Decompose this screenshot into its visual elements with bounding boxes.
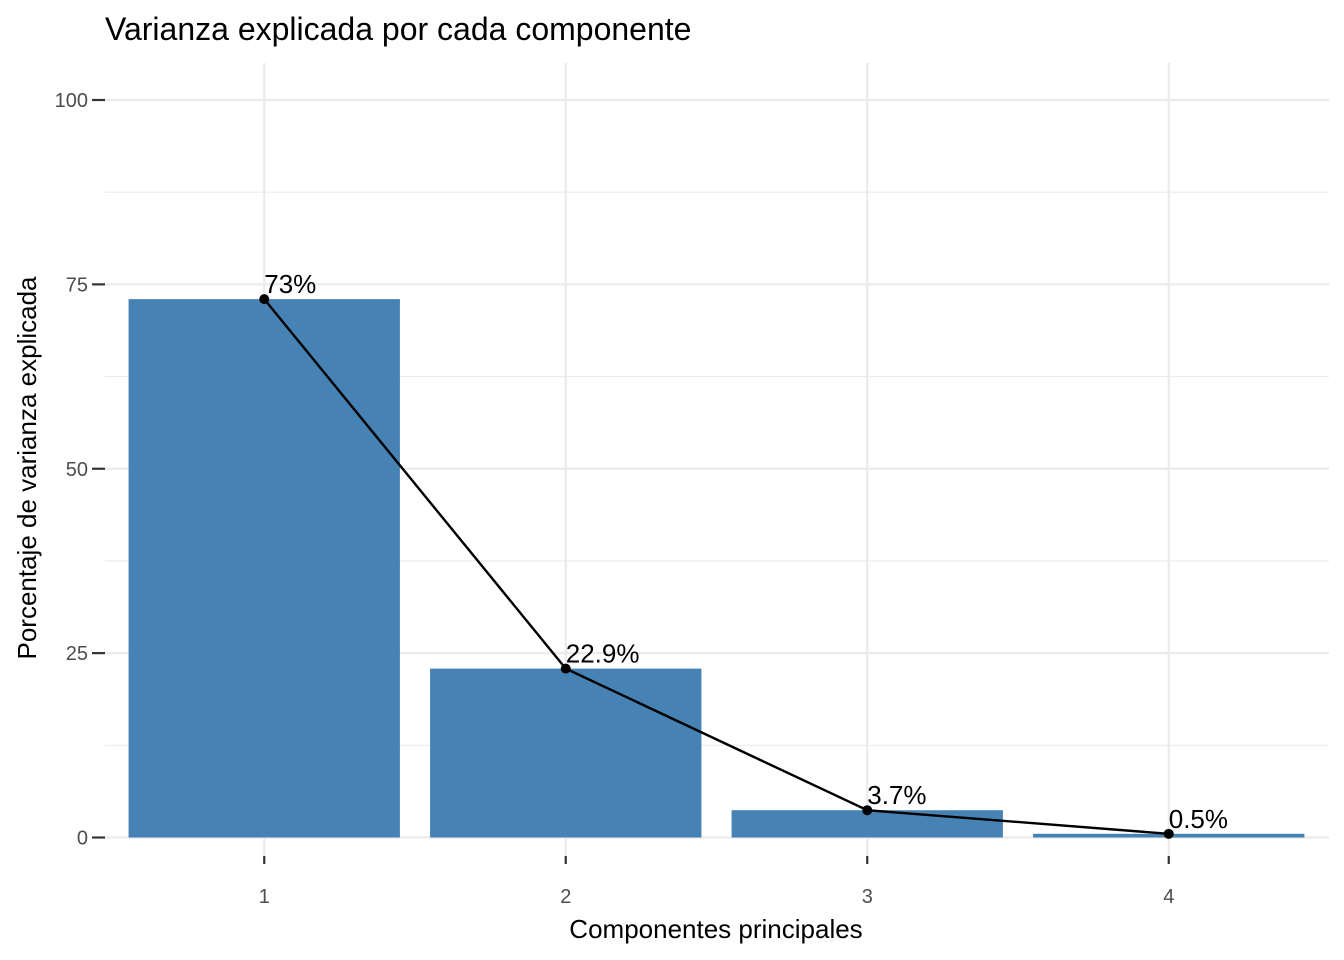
line-overlay [259, 294, 1174, 839]
series-line [263, 298, 1169, 836]
point-1 [259, 294, 270, 305]
data-label-2: 22.9% [566, 639, 640, 669]
point-4 [1163, 828, 1174, 839]
chart-title: Varianza explicada por cada componente [105, 11, 691, 47]
y-tick-label: 25 [66, 643, 88, 665]
x-axis: 1 2 3 4 [259, 856, 1174, 908]
data-label-4: 0.5% [1169, 804, 1228, 834]
bar-1 [128, 299, 400, 838]
point-3 [862, 805, 873, 816]
point-2 [560, 663, 571, 674]
data-label-1: 73% [264, 269, 316, 299]
data-label-3: 3.7% [867, 780, 926, 810]
x-tick-label: 3 [862, 886, 873, 908]
y-tick-label: 50 [66, 459, 88, 481]
x-tick-label: 1 [259, 886, 270, 908]
y-axis-title: Porcentaje de varianza explicada [12, 276, 42, 660]
bar-2 [430, 668, 702, 838]
y-tick-label: 0 [77, 828, 88, 850]
y-tick-label: 75 [66, 274, 88, 296]
x-tick-label: 2 [560, 886, 571, 908]
y-axis: 0 25 50 75 100 [55, 90, 105, 850]
y-tick-label: 100 [55, 90, 88, 112]
data-labels: 73% 22.9% 3.7% 0.5% [264, 269, 1228, 834]
x-axis-title: Componentes principales [569, 914, 862, 944]
bars [128, 299, 1305, 838]
x-tick-label: 4 [1163, 886, 1174, 908]
